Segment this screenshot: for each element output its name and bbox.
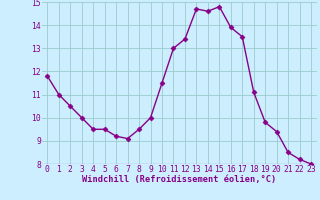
X-axis label: Windchill (Refroidissement éolien,°C): Windchill (Refroidissement éolien,°C) [82, 175, 276, 184]
